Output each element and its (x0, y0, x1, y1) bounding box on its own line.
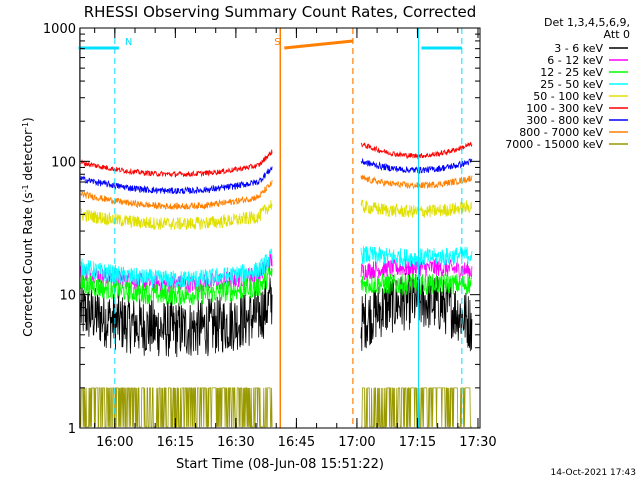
legend-label-6: 100 - 300 keV (526, 102, 603, 115)
series-4-trace (80, 245, 473, 289)
legend-label-4: 25 - 50 keV (540, 78, 603, 91)
flag-S-label: S (274, 37, 280, 48)
series-7-segment-2 (360, 157, 473, 175)
x-tick-label: 16:30 (217, 435, 254, 450)
series-2-segment-2 (360, 257, 473, 281)
x-tick-label: 16:15 (157, 435, 194, 450)
legend-label-5: 50 - 100 keV (533, 90, 603, 103)
y-axis-label: Corrected Count Rate (s-1 detector-1) (21, 117, 36, 336)
y-tick-label: 1 (68, 422, 76, 437)
y-tick-label: 1000 (43, 22, 76, 37)
flag-S-bar-1 (284, 39, 354, 50)
series-9-trace (80, 387, 472, 428)
series-3-segment-1 (80, 266, 273, 305)
y-tick-label: 100 (51, 155, 76, 170)
series-8-segment-1 (80, 179, 273, 211)
series-7-segment-1 (80, 166, 273, 195)
x-tick-label: 16:45 (278, 435, 315, 450)
series-5-segment-1 (80, 200, 273, 231)
legend-label-3: 12 - 25 keV (540, 66, 603, 79)
legend-header-line-1: Det 1,3,4,5,6,9, (544, 16, 630, 29)
y-tick-label: 10 (59, 289, 76, 304)
series-1-trace (80, 272, 473, 358)
series-3-trace (80, 266, 473, 305)
legend-header-line-2: Att 0 (604, 28, 630, 41)
series-6-segment-2 (360, 141, 473, 160)
timestamp: 14-Oct-2021 17:43 (551, 468, 636, 478)
series-9-segment-2 (361, 387, 472, 428)
y-axis-label-exp-2: -1 (21, 122, 30, 130)
series-6-segment-1 (80, 149, 273, 178)
series-5-segment-2 (360, 199, 473, 218)
plot-frame (79, 27, 481, 429)
legend-label-7: 300 - 800 keV (526, 114, 603, 127)
y-axis-label-exp-1: -1 (21, 184, 30, 192)
x-tick-label: 16:00 (96, 435, 133, 450)
series-4-segment-1 (80, 248, 273, 289)
legend-label-1: 3 - 6 keV (554, 42, 603, 55)
y-axis-label-part-1: Corrected Count Rate (s (21, 192, 35, 336)
legend-label-2: 6 - 12 keV (547, 54, 603, 67)
x-tick-label: 17:15 (399, 435, 436, 450)
chart-title: RHESSI Observing Summary Count Rates, Co… (84, 3, 477, 21)
series-1-segment-2 (360, 272, 473, 352)
series-5-trace (80, 199, 473, 231)
series-6-trace (80, 141, 473, 178)
series-3-segment-2 (360, 273, 473, 296)
y-axis-label-part-3: ) (21, 117, 35, 122)
legend-label-9: 7000 - 15000 keV (505, 138, 603, 151)
x-tick-label: 17:00 (338, 435, 375, 450)
legend-label-8: 800 - 7000 keV (519, 126, 603, 139)
series-7-trace (80, 157, 473, 195)
flag-N-label: N (125, 37, 132, 48)
series-4-segment-2 (360, 245, 473, 267)
series-8-trace (80, 174, 473, 211)
series-9-segment-1 (80, 387, 273, 428)
series-1-segment-1 (80, 277, 273, 358)
series-8-segment-2 (360, 174, 473, 190)
x-tick-label: 17:30 (459, 435, 496, 450)
x-axis-label: Start Time (08-Jun-08 15:51:22) (176, 457, 384, 472)
y-axis-label-part-2: detector (21, 130, 35, 185)
